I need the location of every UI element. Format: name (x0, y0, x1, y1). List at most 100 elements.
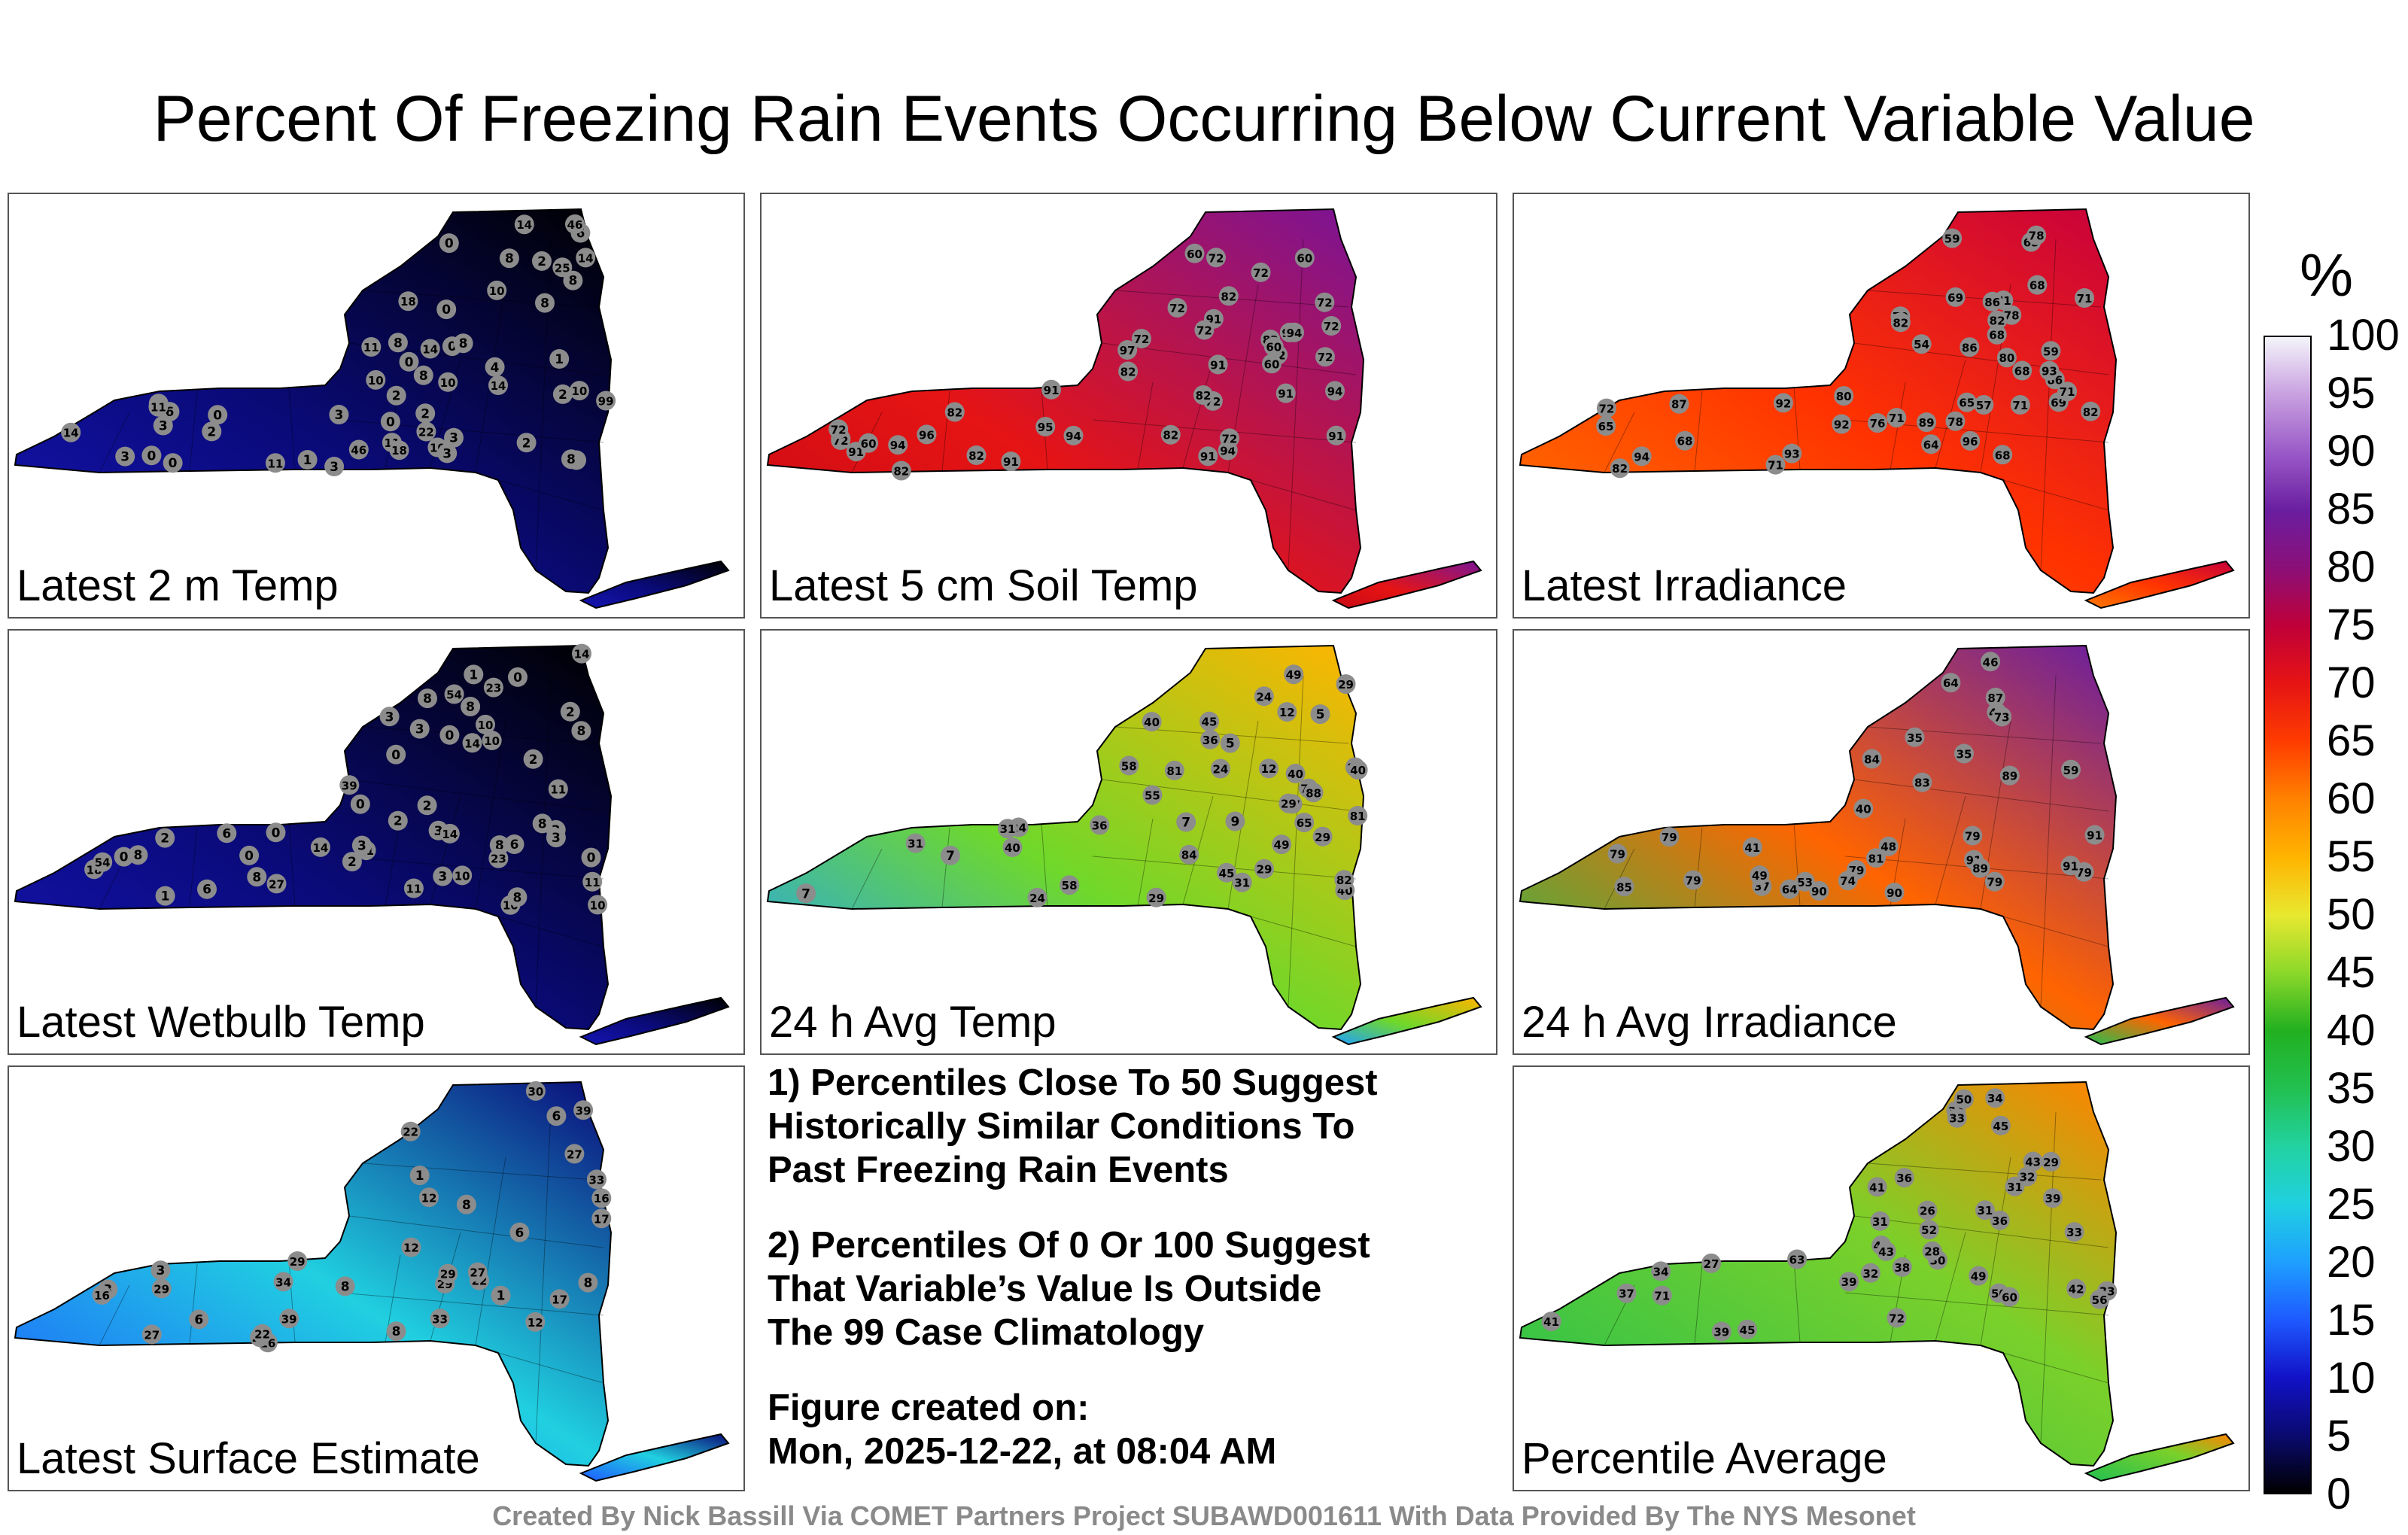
station-marker (1063, 425, 1084, 445)
station-value: 0 (356, 798, 365, 813)
colorbar-tick-5: 5 (2327, 1412, 2352, 1461)
station-value: 1 (555, 352, 564, 367)
station-marker (1990, 1115, 2011, 1135)
station-value: 33 (2066, 1226, 2082, 1239)
station-value: 8 (540, 296, 549, 312)
station-marker (1090, 815, 1110, 835)
station-marker (1987, 324, 2007, 345)
station-value: 28 (1924, 1245, 1940, 1259)
station-value: 31 (1872, 1215, 1888, 1229)
station-value: 92 (1775, 397, 1791, 410)
station-marker (339, 775, 360, 795)
station-value: 79 (1686, 874, 1701, 888)
station-marker (1970, 858, 1990, 878)
colorbar-tick-25: 25 (2327, 1180, 2376, 1229)
county-lines (1604, 1111, 2109, 1444)
station-marker (273, 1272, 293, 1292)
station-value: 35 (1907, 731, 1923, 745)
station-value: 52 (1921, 1223, 1937, 1237)
station-value: 2 (421, 406, 430, 421)
station-marker (1890, 312, 1911, 333)
station-value: 34 (275, 1275, 291, 1289)
station-marker (401, 1237, 421, 1257)
station-value: 27 (1704, 1257, 1719, 1271)
station-marker (1919, 1220, 1939, 1240)
station-value: 89 (1919, 416, 1935, 430)
station-marker (1199, 711, 1219, 731)
station-marker (1887, 1308, 1907, 1328)
station-value: 22 (403, 1126, 418, 1139)
state-fill (766, 208, 1365, 594)
station-value: 40 (1288, 768, 1303, 781)
station-value: 2 (423, 798, 432, 813)
state-fill (766, 644, 1365, 1031)
station-value: 46 (351, 444, 366, 457)
station-value: 3 (385, 710, 394, 725)
station-value: 48 (1880, 840, 1896, 854)
station-marker (189, 1309, 209, 1330)
station-value: 88 (1306, 786, 1321, 800)
station-marker (1834, 386, 1854, 406)
station-marker (389, 440, 409, 460)
station-value: 8 (466, 700, 475, 715)
station-marker (1220, 733, 1240, 753)
station-marker (409, 719, 430, 739)
station-marker (452, 865, 473, 886)
station-value: 42 (2069, 1283, 2084, 1296)
station-value: 12 (421, 1191, 437, 1205)
station-value: 3 (449, 431, 458, 446)
station-value: 3 (434, 824, 443, 839)
station-value: 29 (154, 1282, 169, 1296)
note-1-line-1: 1) Percentiles Close To 50 Suggest (768, 1062, 1378, 1103)
station-value: 79 (1965, 830, 1981, 843)
station-marker (1742, 837, 1762, 857)
station-value: 82 (1990, 315, 2005, 328)
station-value: 35 (1956, 748, 1972, 761)
station-value: 0 (513, 670, 522, 685)
map-latest-irradiance: 59 80 82 86 65 71 64 68 86 82 69 57 68 89 65 68 68 71 78 54… (1519, 208, 2235, 609)
station-value: 8 (252, 870, 261, 885)
station-marker (917, 424, 937, 445)
station-marker (1999, 1287, 2020, 1307)
panel-latest-2m-temp: 0010232000312001048814111131061410862862… (8, 193, 745, 619)
station-marker (437, 443, 458, 464)
station-value: 5 (1226, 737, 1235, 752)
station-marker (115, 446, 135, 467)
station-marker (388, 810, 408, 831)
panel-percentile-average: 2930313431334137323627263338454249394143… (1513, 1065, 2250, 1491)
long-island-fill (579, 1433, 730, 1482)
station-marker (329, 405, 349, 424)
station-marker (1225, 811, 1245, 831)
station-marker (141, 445, 162, 466)
station-value: 45 (1993, 1120, 2008, 1133)
station-marker (561, 449, 581, 470)
station-value: 72 (1324, 320, 1339, 333)
station-marker (483, 677, 503, 698)
station-value: 12 (1279, 706, 1295, 719)
footer-credit: Created By Nick Bassill Via COMET Partne… (492, 1500, 1916, 1531)
colorbar-tick-40: 40 (2327, 1006, 2376, 1055)
station-marker (348, 439, 369, 460)
station-marker (552, 384, 573, 404)
station-value: 60 (1297, 252, 1312, 266)
station-value: 1 (161, 889, 170, 904)
station-marker (2043, 1188, 2063, 1208)
station-value: 82 (1221, 290, 1236, 303)
station-marker (1884, 883, 1905, 903)
station-marker (1917, 1200, 1938, 1220)
station-marker (1285, 322, 1304, 342)
station-marker (380, 412, 400, 432)
station-marker (287, 1251, 308, 1271)
station-marker (1990, 1210, 2010, 1230)
station-marker (386, 385, 406, 406)
station-value: 96 (1963, 435, 1978, 448)
station-marker (1193, 385, 1213, 405)
station-marker (1259, 758, 1278, 779)
station-marker (403, 878, 424, 898)
map-latest-5cm-soil-temp: 8291917272827291977291728291826094827282… (766, 208, 1482, 609)
station-value: 33 (1949, 1112, 1965, 1126)
colorbar-tick-45: 45 (2327, 948, 2376, 997)
station-marker (1894, 1168, 1914, 1188)
station-value: 68 (2014, 365, 2030, 378)
station-value: 2 (522, 436, 531, 451)
